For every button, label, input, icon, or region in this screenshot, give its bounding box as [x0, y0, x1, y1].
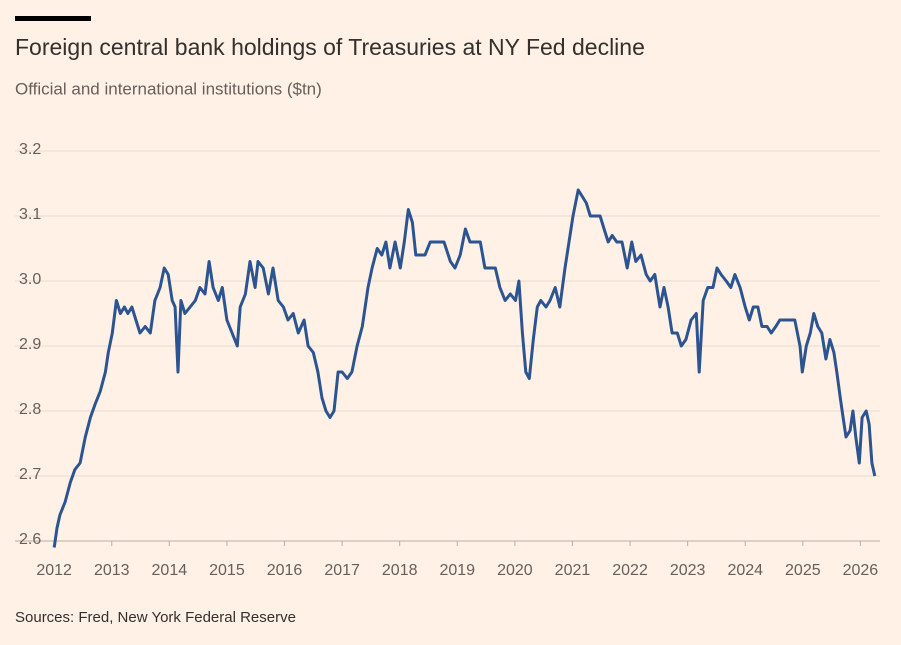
- y-tick-label: 2.8: [19, 401, 41, 418]
- x-tick-label: 2017: [324, 562, 360, 579]
- x-tick-label: 2020: [497, 562, 533, 579]
- y-tick-label: 3.2: [19, 141, 41, 158]
- x-tick-label: 2024: [727, 562, 763, 579]
- x-tick-label: 2026: [843, 562, 879, 579]
- y-tick-label: 2.9: [19, 336, 41, 353]
- chart-subtitle: Official and international institutions …: [15, 79, 322, 98]
- x-tick-label: 2025: [785, 562, 821, 579]
- title-bar: [15, 16, 91, 21]
- x-tick-label: 2013: [94, 562, 130, 579]
- y-tick-label: 3.1: [19, 206, 41, 223]
- y-tick-label: 2.6: [19, 531, 41, 548]
- y-tick-label: 2.7: [19, 466, 41, 483]
- chart-title: Foreign central bank holdings of Treasur…: [15, 34, 645, 60]
- y-tick-label: 3.0: [19, 271, 41, 288]
- x-tick-label: 2012: [36, 562, 72, 579]
- x-tick-label: 2021: [555, 562, 591, 579]
- x-tick-label: 2014: [152, 562, 188, 579]
- x-tick-label: 2022: [612, 562, 648, 579]
- x-tick-label: 2016: [267, 562, 303, 579]
- x-tick-label: 2018: [382, 562, 418, 579]
- x-tick-label: 2015: [209, 562, 245, 579]
- x-tick-label: 2023: [670, 562, 706, 579]
- data-line: [52, 188, 877, 548]
- x-tick-label: 2019: [439, 562, 475, 579]
- source: Sources: Fred, New York Federal Reserve: [15, 609, 296, 626]
